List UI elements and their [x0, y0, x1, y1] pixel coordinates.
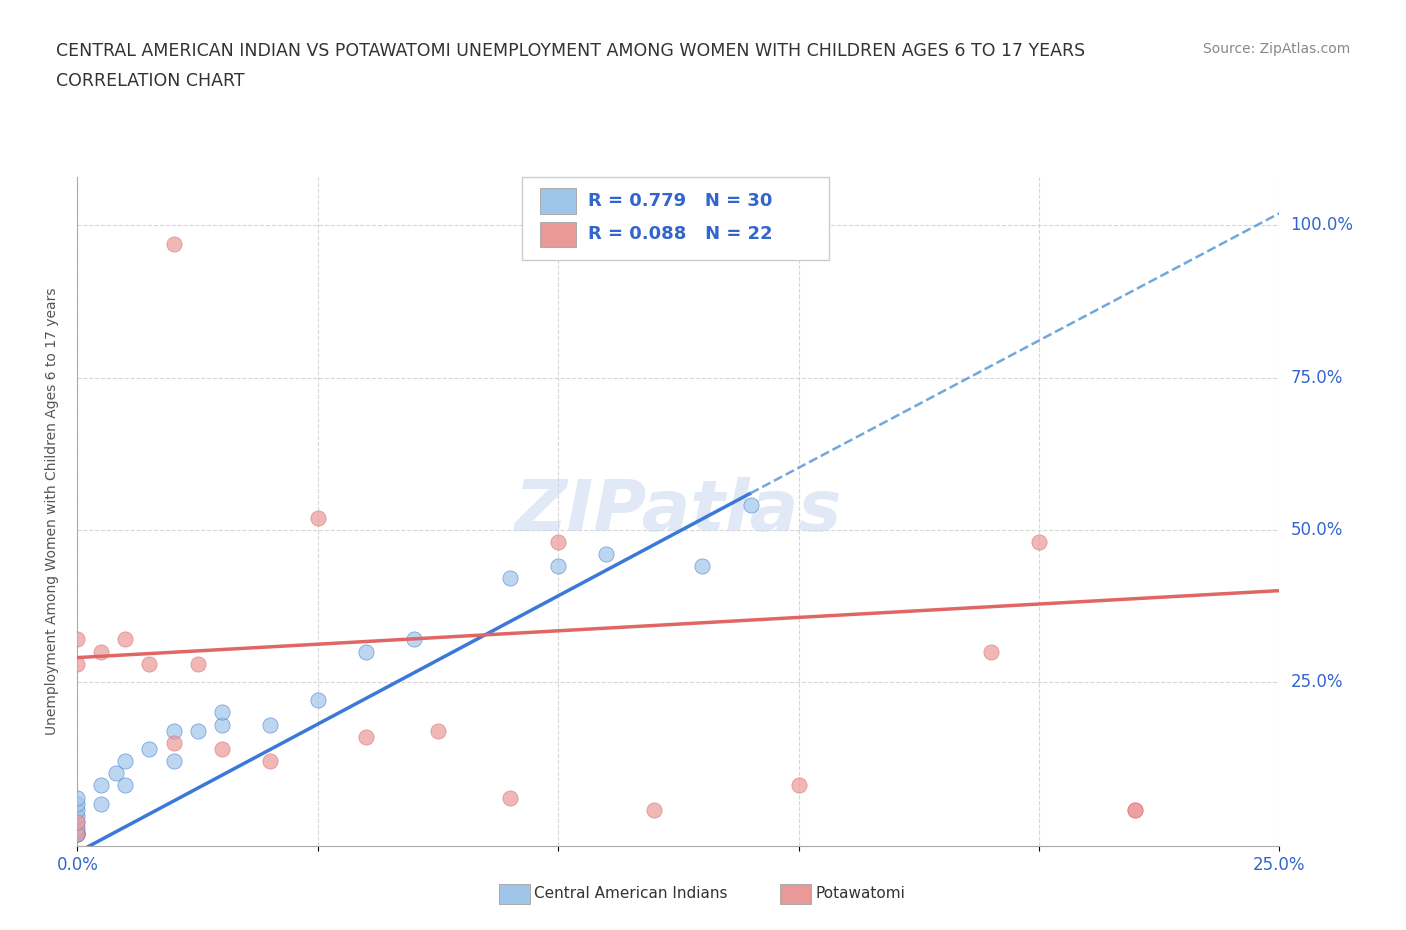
Point [138, 657, 160, 671]
Point [66, 815, 89, 830]
Bar [540, 188, 576, 214]
Text: CENTRAL AMERICAN INDIAN VS POTAWATOMI UNEMPLOYMENT AMONG WOMEN WITH CHILDREN AGE: CENTRAL AMERICAN INDIAN VS POTAWATOMI UN… [56, 42, 1085, 60]
Point [211, 705, 233, 720]
Point [104, 765, 127, 780]
Point [211, 717, 233, 732]
Point [1123, 803, 1146, 817]
Bar [540, 221, 576, 247]
Text: ZIPatlas: ZIPatlas [515, 477, 842, 546]
Point [66, 815, 89, 830]
Point [1123, 803, 1146, 817]
Point [307, 511, 329, 525]
Point [66, 827, 89, 842]
Point [162, 736, 184, 751]
Point [692, 559, 714, 574]
Point [66, 827, 89, 842]
Text: R = 0.088   N = 22: R = 0.088 N = 22 [588, 225, 773, 244]
Point [114, 631, 136, 646]
Point [259, 753, 281, 768]
Point [66, 827, 89, 842]
Point [90, 778, 112, 793]
Point [186, 724, 209, 738]
Point [354, 644, 377, 659]
Point [643, 803, 665, 817]
Point [66, 803, 89, 817]
Point [595, 547, 617, 562]
Point [211, 741, 233, 756]
Y-axis label: Unemployment Among Women with Children Ages 6 to 17 years: Unemployment Among Women with Children A… [45, 287, 59, 736]
Point [90, 644, 112, 659]
Point [162, 236, 184, 251]
Point [138, 741, 160, 756]
Point [66, 790, 89, 805]
Point [66, 796, 89, 811]
Point [1028, 535, 1050, 550]
Point [740, 498, 762, 512]
Point [66, 827, 89, 842]
Point [499, 790, 522, 805]
Text: CORRELATION CHART: CORRELATION CHART [56, 72, 245, 89]
Point [402, 631, 425, 646]
Point [547, 559, 569, 574]
FancyBboxPatch shape [522, 177, 828, 260]
Point [90, 796, 112, 811]
Text: Source: ZipAtlas.com: Source: ZipAtlas.com [1202, 42, 1350, 56]
Point [980, 644, 1002, 659]
Point [354, 729, 377, 744]
Point [66, 657, 89, 671]
Point [427, 724, 450, 738]
Point [499, 571, 522, 586]
Text: Central American Indians: Central American Indians [534, 886, 728, 901]
Point [66, 808, 89, 823]
Text: 50.0%: 50.0% [1291, 521, 1343, 538]
Point [162, 724, 184, 738]
Text: R = 0.779   N = 30: R = 0.779 N = 30 [588, 192, 773, 210]
Point [66, 631, 89, 646]
Point [186, 657, 209, 671]
Text: 75.0%: 75.0% [1291, 368, 1343, 387]
Text: 100.0%: 100.0% [1291, 217, 1354, 234]
Point [114, 753, 136, 768]
Point [66, 820, 89, 835]
Point [787, 778, 810, 793]
Point [66, 824, 89, 839]
Point [307, 693, 329, 708]
Point [162, 753, 184, 768]
Text: 25.0%: 25.0% [1291, 673, 1343, 691]
Point [547, 535, 569, 550]
Point [114, 778, 136, 793]
Point [259, 717, 281, 732]
Text: Potawatomi: Potawatomi [815, 886, 905, 901]
